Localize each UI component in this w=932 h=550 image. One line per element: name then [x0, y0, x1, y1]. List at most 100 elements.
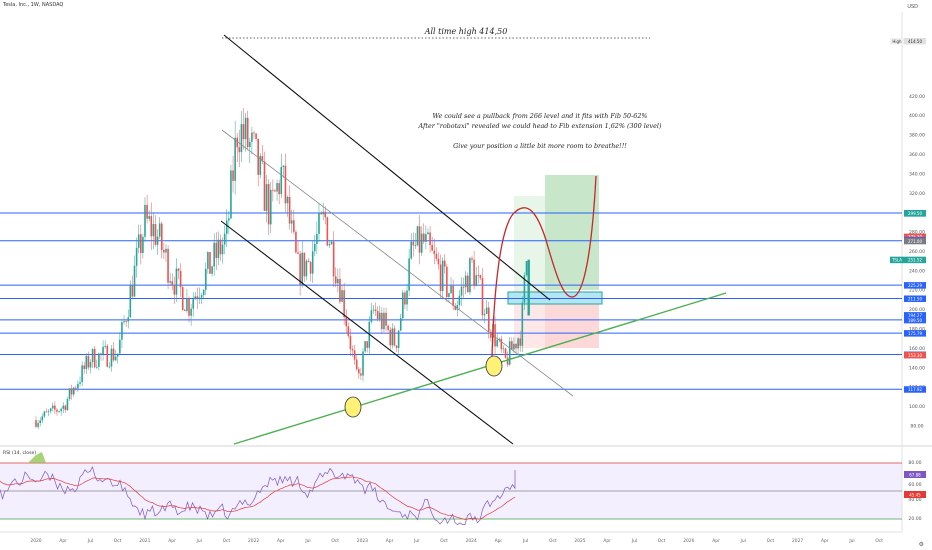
candle-body [383, 312, 385, 330]
candle-body [454, 305, 457, 310]
candle-body [225, 220, 228, 234]
candle-body [64, 405, 67, 410]
candle-body [370, 310, 373, 322]
candle-body [213, 242, 215, 267]
channel-mid-line[interactable] [221, 129, 574, 397]
trend-support-line[interactable] [233, 292, 727, 445]
candle-body [521, 302, 524, 346]
candle-body [372, 309, 375, 311]
candle-body [502, 348, 505, 350]
projection-arc[interactable] [491, 175, 597, 357]
price-axis[interactable]: 420.00400.00380.00360.00340.00320.00300.… [909, 94, 925, 430]
candle-body [288, 196, 291, 224]
channel-lower-line[interactable] [220, 220, 514, 445]
price-tick: 80.00 [910, 424, 923, 430]
candle-body [163, 249, 165, 253]
candle-body [255, 133, 257, 139]
candle-body [374, 309, 377, 312]
candle-body [322, 211, 324, 215]
candle-body [349, 335, 352, 350]
long-profit-zone-2[interactable] [545, 175, 599, 290]
price-tag-bg [904, 282, 926, 289]
candle-body [56, 409, 58, 412]
price-tag-bg [904, 210, 926, 217]
time-axis[interactable]: 2020 Apr Jul Oct 2021 Apr Jul Oct 2022 Apr Jul Oct 2… [30, 538, 883, 544]
candle-body [284, 165, 287, 204]
time-tick: 2023 [357, 538, 368, 544]
candle-body [351, 349, 354, 351]
candle-body [446, 266, 448, 297]
candle-body [362, 351, 364, 376]
candle-body [326, 217, 329, 246]
candle-body [81, 365, 83, 383]
main-pane[interactable] [0, 12, 902, 444]
rsi-value-tag-text: 67.88 [909, 473, 921, 478]
rsi-tick-20: 20.00 [908, 516, 921, 522]
price-tick: 140.00 [909, 365, 925, 371]
time-tick: 2026 [683, 538, 694, 544]
candle-body [278, 183, 280, 195]
candle-body [186, 298, 188, 311]
price-tag-value: 189.50 [908, 318, 922, 323]
candle-body [347, 326, 350, 336]
settings-icon[interactable]: ⚙ [918, 541, 924, 548]
candle-body [137, 234, 140, 248]
time-tick: 2025 [574, 538, 585, 544]
candle-body [75, 387, 77, 389]
candle-body [177, 268, 180, 271]
candle-body [393, 328, 396, 346]
candle-body [131, 285, 134, 297]
candle-body [150, 216, 153, 237]
time-tick: 2027 [792, 538, 803, 544]
candle-body [89, 362, 92, 368]
candle-body [450, 285, 452, 294]
price-tick: 280.00 [909, 230, 925, 236]
candle-body [462, 286, 465, 288]
price-tick: 160.00 [909, 346, 925, 352]
candle-body [104, 345, 106, 347]
candle-body [425, 234, 427, 242]
channel-upper-line[interactable] [223, 34, 551, 301]
candle-body [223, 233, 226, 245]
time-tick: 2022 [248, 538, 259, 544]
time-tick: Oct [440, 538, 448, 544]
candle-body [303, 252, 306, 277]
candle-body [228, 218, 230, 221]
candle-body [257, 138, 259, 175]
candle-body [234, 137, 236, 181]
candle-body [35, 420, 37, 427]
low-marker-2022[interactable] [344, 396, 362, 418]
candle-body [125, 321, 127, 322]
candle-body [460, 286, 463, 296]
candle-body [330, 241, 333, 245]
candle-body [58, 411, 60, 413]
candle-body [41, 416, 44, 421]
low-marker-2024[interactable] [485, 355, 503, 377]
candle-body [127, 317, 130, 322]
price-tick: 420.00 [909, 94, 925, 100]
candle-body [427, 232, 429, 235]
candle-body [202, 289, 205, 296]
time-tick: Jul [740, 538, 746, 544]
note-line-3: Give your position a little bit more roo… [453, 142, 627, 150]
candle-body [464, 275, 467, 288]
price-tick: 360.00 [909, 152, 925, 158]
time-tick: Jul [848, 538, 854, 544]
candle-body [102, 346, 104, 355]
price-tag-value: 153.30 [908, 353, 922, 358]
price-tag-bg [904, 237, 926, 245]
time-tick: Apr [821, 538, 829, 544]
time-tick: Jul [87, 538, 93, 544]
note-line-1: We could see a pullback from 266 level a… [432, 112, 647, 120]
candle-body [121, 322, 123, 340]
candle-body [443, 260, 446, 267]
candle-body [171, 281, 174, 286]
currency-label[interactable]: USD [907, 4, 918, 10]
price-tag-value: 225.29 [908, 283, 922, 288]
candle-body [366, 341, 368, 348]
candle-body [391, 328, 394, 346]
candle-body [452, 285, 454, 306]
price-tag-value: 211.50 [908, 296, 922, 301]
rsi-line [0, 466, 516, 526]
